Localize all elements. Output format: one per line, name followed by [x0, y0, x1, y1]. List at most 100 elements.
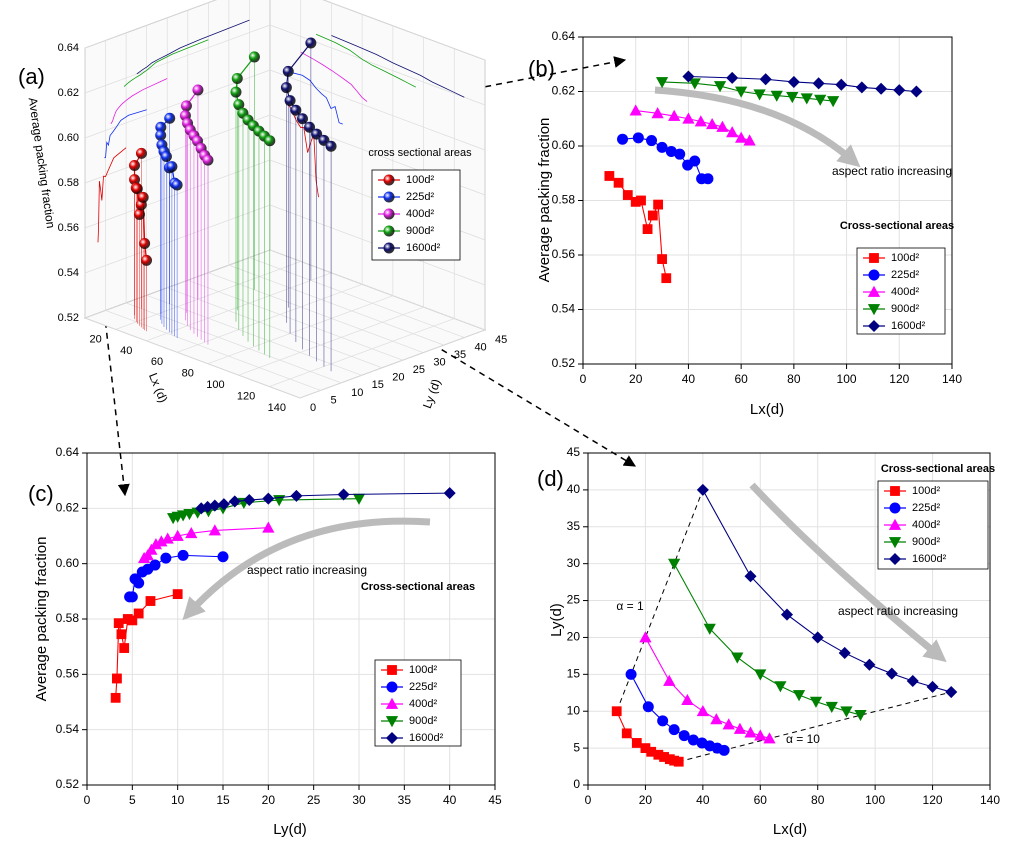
- legend-title: Cross-sectional areas: [361, 581, 475, 593]
- legend-label: 100d²: [409, 664, 437, 676]
- z-tick-label: 0.64: [58, 42, 79, 54]
- marker: [337, 488, 350, 501]
- y-tick-label: 10: [351, 387, 363, 399]
- marker: [726, 126, 739, 138]
- data-sphere: [284, 95, 296, 107]
- z-axis-title: Average packing fraction: [26, 97, 58, 230]
- marker: [113, 618, 124, 629]
- data-sphere: [166, 161, 178, 173]
- marker: [688, 78, 701, 90]
- data-sphere: [248, 51, 260, 63]
- legend-label: 100d²: [891, 252, 919, 264]
- marker: [811, 631, 824, 644]
- marker: [770, 90, 783, 102]
- grid-line: [84, 317, 301, 399]
- series-line: [662, 81, 834, 102]
- data-sphere: [325, 140, 337, 152]
- marker: [217, 498, 230, 511]
- panel: 0 20 40 60 80 100 120 140 0.52 0.54 0.56 0.58 0.60 0.…: [528, 29, 962, 418]
- marker: [754, 669, 767, 681]
- legend-marker: [383, 191, 395, 203]
- x-tick-label: 80: [182, 368, 194, 380]
- marker: [674, 148, 686, 160]
- marker: [780, 608, 794, 621]
- legend-label: 400d²: [409, 698, 437, 710]
- marker: [792, 690, 806, 702]
- data-sphere: [202, 154, 214, 166]
- marker: [926, 680, 939, 693]
- legend-label: 900d²: [891, 303, 919, 315]
- annotation: aspect ratio increasing: [838, 604, 958, 618]
- y-tick-label: 30: [567, 556, 581, 570]
- grid-line: [167, 287, 383, 369]
- x-tick-label: 60: [754, 793, 768, 807]
- wall-projection: [292, 72, 343, 125]
- x-tick-label: 100: [865, 793, 885, 807]
- wall-projection: [136, 19, 250, 75]
- marker: [228, 495, 241, 508]
- dashed-arrow: [403, 326, 637, 467]
- panel-label: (c): [28, 481, 54, 506]
- grid-line: [207, 295, 393, 365]
- marker: [774, 681, 787, 693]
- y-tick-label: 0.60: [552, 138, 576, 152]
- panel: 0 5 10 15 20 25 30 35 40 45 0.52 0.54 0.56 0.58 0.60 0.…: [28, 445, 502, 838]
- grid-line: [84, 24, 271, 94]
- marker: [604, 171, 615, 181]
- x-tick-label: 0: [84, 793, 91, 807]
- marker: [835, 78, 848, 91]
- legend-title: cross sectional areas: [368, 147, 472, 159]
- marker: [149, 538, 163, 550]
- z-tick-label: 0.60: [58, 132, 79, 144]
- marker: [171, 529, 184, 541]
- x-axis-title: Lx(d): [773, 821, 807, 838]
- wall-projection: [97, 147, 127, 243]
- y-tick-label: 5: [331, 394, 337, 406]
- annotation: α = 10: [786, 732, 820, 746]
- grid-line: [322, 0, 486, 61]
- plot-frame: [582, 36, 953, 365]
- data-sphere: [233, 99, 245, 111]
- marker: [838, 646, 851, 659]
- marker: [733, 722, 747, 734]
- marker: [682, 112, 695, 124]
- legend-label: 225d²: [891, 269, 919, 281]
- y-tick-label: 0: [310, 402, 316, 414]
- y-tick-label: 0.52: [56, 777, 80, 791]
- legend-marker: [888, 537, 902, 549]
- x-axis-title: Ly(d): [273, 821, 307, 838]
- marker: [706, 117, 719, 130]
- y-axis-title: Average packing fraction: [536, 118, 553, 283]
- x-tick-label: 80: [787, 372, 801, 386]
- marker: [689, 155, 701, 167]
- marker: [696, 483, 709, 496]
- annotation: α = 1: [616, 599, 644, 613]
- x-tick-label: 120: [237, 390, 255, 402]
- marker: [855, 81, 868, 94]
- marker: [112, 673, 122, 684]
- grid-line: [299, 329, 486, 399]
- marker: [710, 713, 723, 725]
- annotation: aspect ratio increasing: [832, 164, 952, 178]
- marker: [136, 566, 148, 578]
- legend-label: 100d²: [406, 174, 434, 186]
- marker: [161, 532, 174, 544]
- x-tick-label: 120: [889, 372, 909, 386]
- legend-marker: [383, 242, 395, 254]
- marker: [825, 701, 838, 714]
- z-tick-label: 0.58: [58, 177, 79, 189]
- marker: [702, 173, 714, 185]
- y-tick-label: 0.64: [56, 445, 80, 459]
- legend-marker: [890, 486, 900, 496]
- marker: [753, 89, 766, 101]
- data-sphere: [264, 135, 276, 147]
- marker: [613, 177, 624, 188]
- marker: [262, 492, 275, 505]
- marker: [786, 92, 799, 104]
- marker: [653, 199, 664, 210]
- marker: [646, 135, 658, 147]
- z-tick-label: 0.56: [58, 222, 79, 234]
- marker: [787, 75, 800, 88]
- marker: [840, 706, 853, 718]
- marker: [290, 489, 303, 502]
